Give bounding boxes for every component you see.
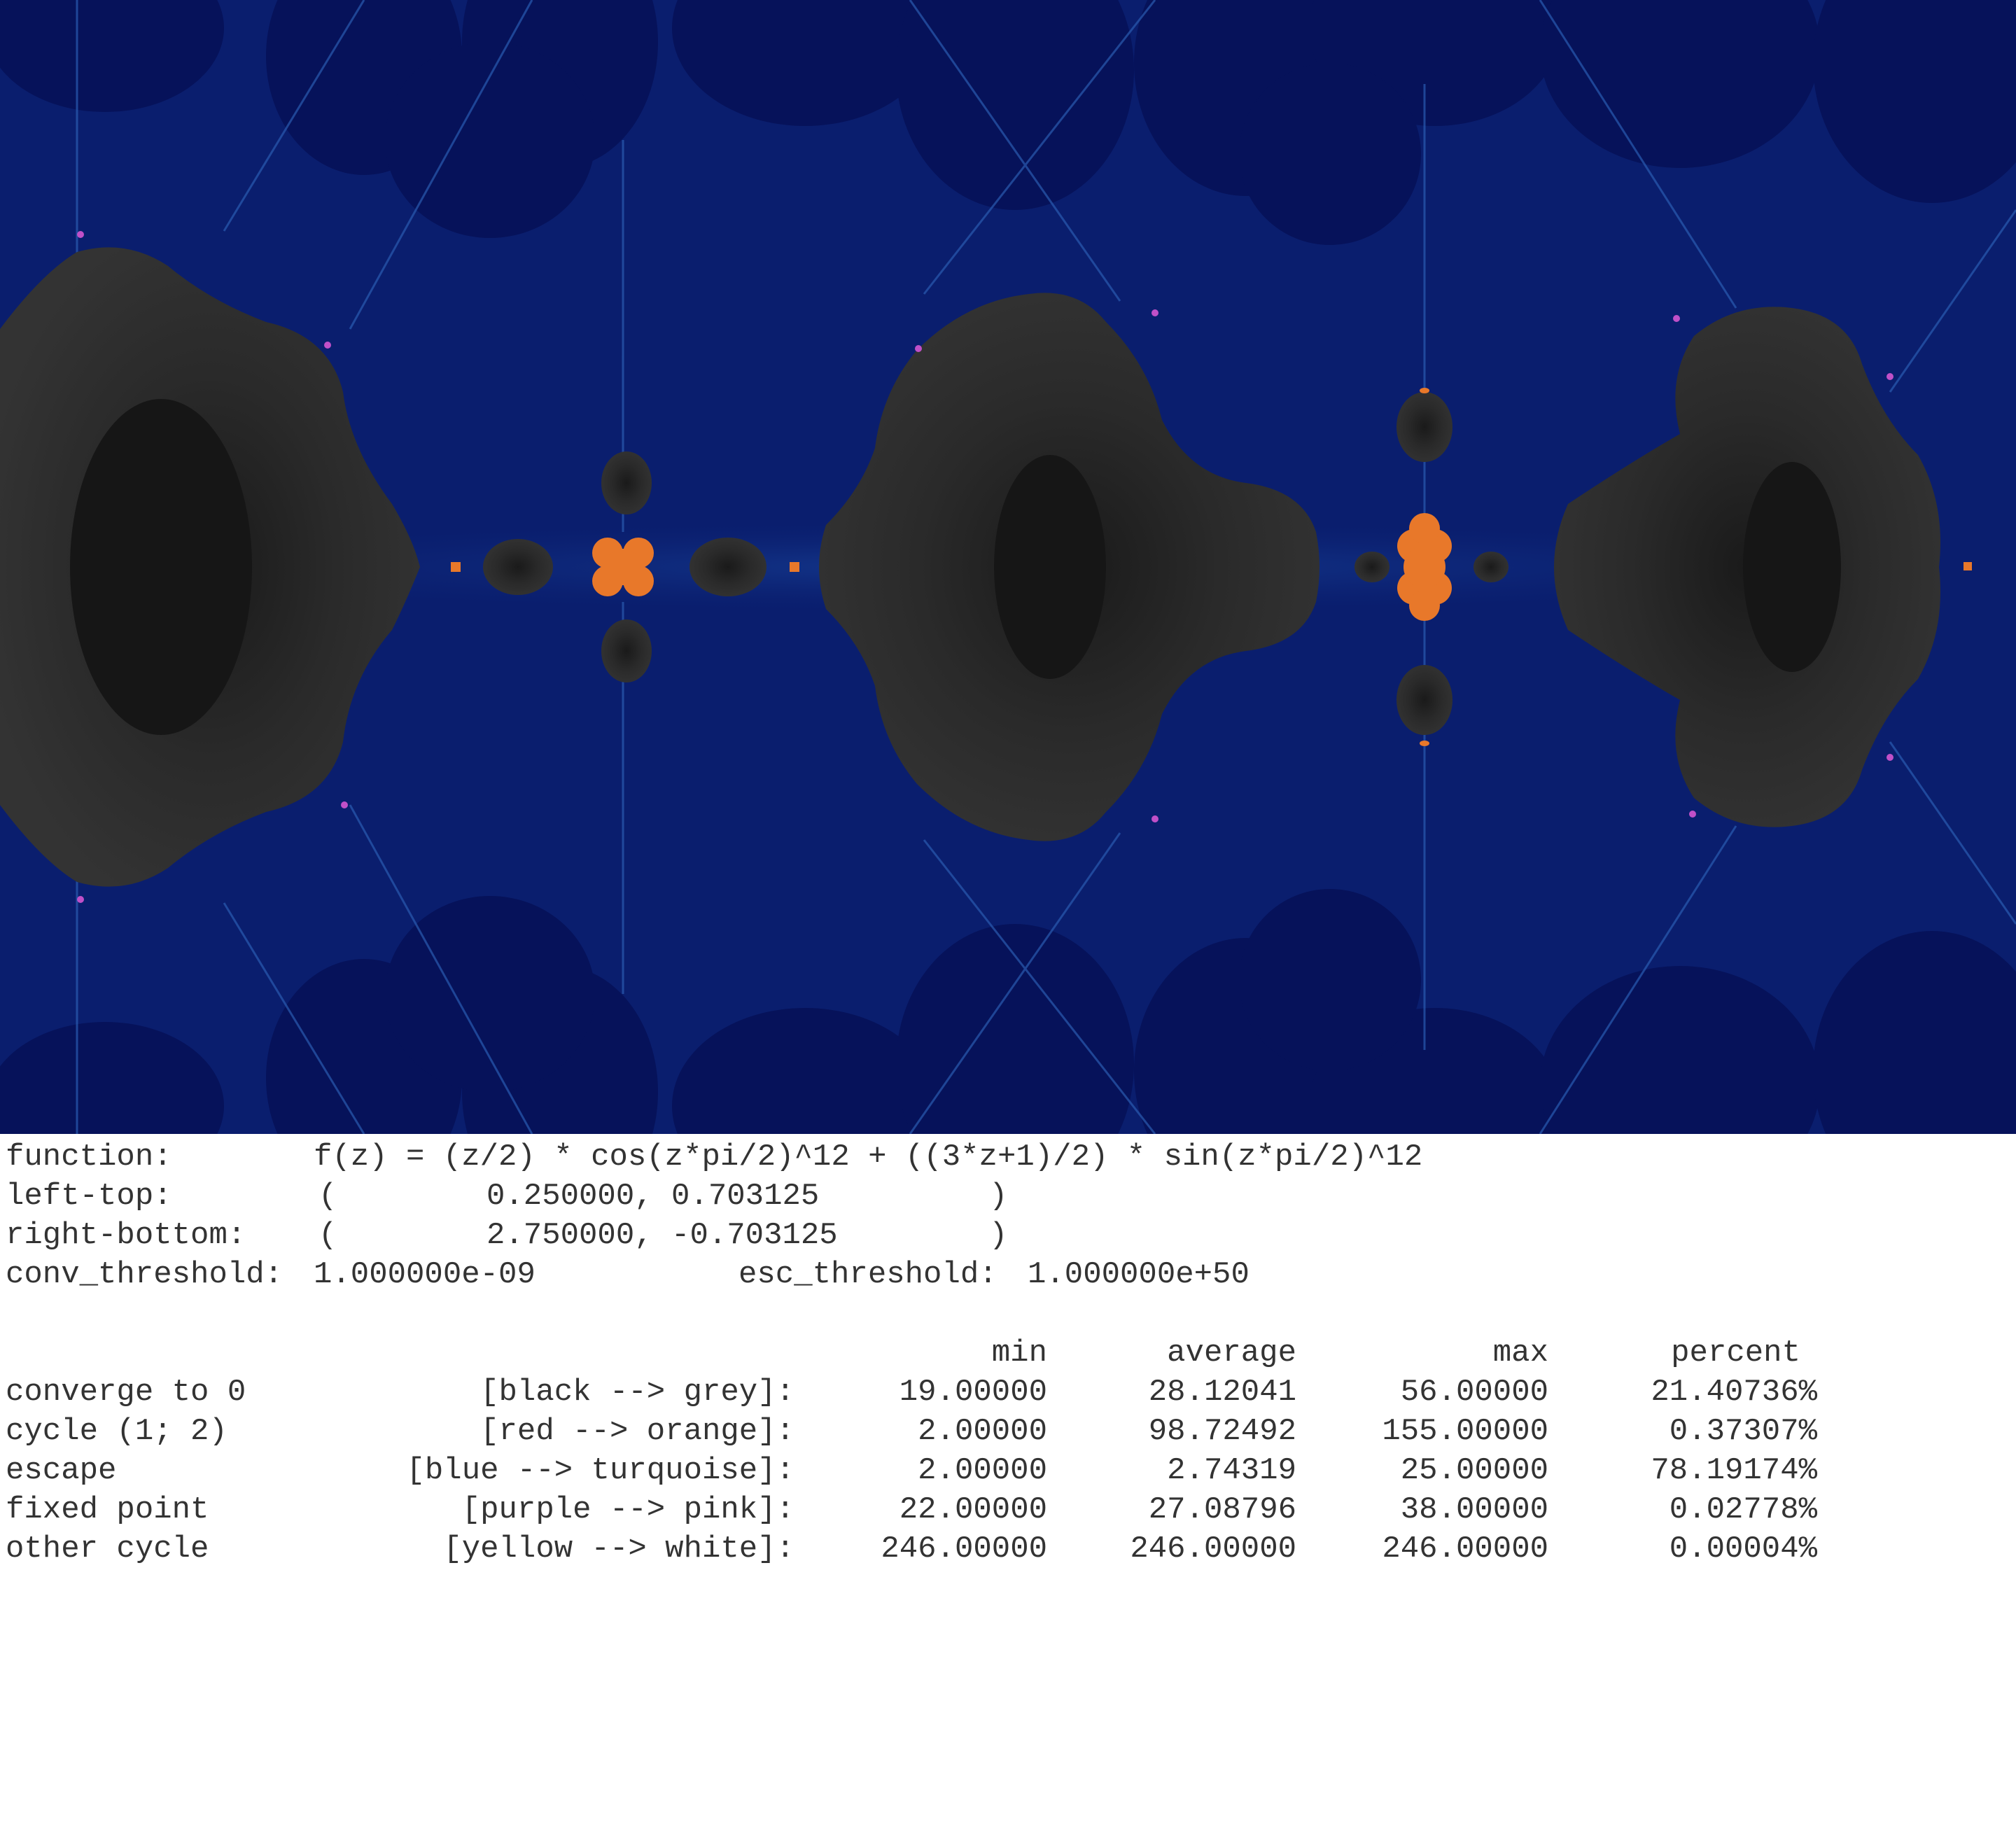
- stats-row-colors: [purple --> pink]:: [461, 1492, 794, 1527]
- stats-row-average: 27.08796: [1148, 1492, 1296, 1527]
- stats-row-percent: 0.37307%: [1669, 1414, 1817, 1449]
- header-max: max: [1492, 1336, 1548, 1371]
- mini-basin-3: [601, 451, 652, 514]
- escape-bands-bottom: [0, 889, 2016, 1134]
- stats-row-colors: [blue --> turquoise]:: [406, 1453, 795, 1488]
- stats-row-colors: [red --> orange]:: [480, 1414, 794, 1449]
- stats-row-colors: [black --> grey]:: [480, 1375, 794, 1410]
- stats-row-average: 2.74319: [1167, 1453, 1296, 1488]
- left-top-row: left-top: ( 0.250000, 0.703125 ): [0, 1177, 2016, 1216]
- left-top-close: ): [989, 1179, 1008, 1214]
- stats-row-percent: 0.02778%: [1669, 1492, 1817, 1527]
- stats-row-max: 25.00000: [1400, 1453, 1548, 1488]
- stats-row-percent: 78.19174%: [1651, 1453, 1817, 1488]
- mini-basin-7: [1354, 552, 1390, 582]
- stats-row-max: 38.00000: [1400, 1492, 1548, 1527]
- mini-basin-4: [601, 619, 652, 682]
- stats-row: converge to 0 [black --> grey]: 19.00000…: [0, 1373, 2016, 1412]
- stats-row-min: 2.00000: [918, 1414, 1047, 1449]
- escape-bands-top: [0, 0, 2016, 245]
- info-panel: function: f(z) = (z/2) * cos(z*pi/2)^12 …: [0, 1134, 2016, 1611]
- conv-threshold-label: conv_threshold:: [6, 1257, 284, 1292]
- function-row: function: f(z) = (z/2) * cos(z*pi/2)^12 …: [0, 1137, 2016, 1177]
- stats-row: cycle (1; 2) [red --> orange]: 2.00000 9…: [0, 1412, 2016, 1451]
- stats-row-max: 246.00000: [1382, 1532, 1548, 1567]
- esc-threshold-label: esc_threshold:: [738, 1257, 997, 1292]
- right-bottom-label: right-bottom:: [6, 1218, 246, 1253]
- stats-row-name: fixed point: [6, 1492, 209, 1527]
- stats-row-name: other cycle: [6, 1532, 209, 1567]
- mini-basin-1: [483, 539, 553, 595]
- threshold-row: conv_threshold: 1.000000e-09 esc_thresho…: [0, 1255, 2016, 1294]
- mini-basin-8: [1474, 552, 1508, 582]
- stats-row-name: converge to 0: [6, 1375, 246, 1410]
- stats-row-name: cycle (1; 2): [6, 1414, 227, 1449]
- stats-row: escape [blue --> turquoise]: 2.00000 2.7…: [0, 1451, 2016, 1490]
- stats-row-percent: 21.40736%: [1651, 1375, 1817, 1410]
- stats-row-max: 56.00000: [1400, 1375, 1548, 1410]
- mini-basin-2: [690, 538, 766, 596]
- right-bottom-row: right-bottom: ( 2.750000, -0.703125 ): [0, 1216, 2016, 1255]
- stats-row-min: 22.00000: [899, 1492, 1047, 1527]
- function-value: f(z) = (z/2) * cos(z*pi/2)^12 + ((3*z+1)…: [314, 1140, 1423, 1175]
- stats-row-max: 155.00000: [1382, 1414, 1548, 1449]
- conv-threshold-value: 1.000000e-09: [314, 1257, 536, 1292]
- fixed-point-dots: [77, 231, 1893, 903]
- stats-row-min: 2.00000: [918, 1453, 1047, 1488]
- stats-row-average: 246.00000: [1130, 1532, 1296, 1567]
- stats-row-percent: 0.00004%: [1669, 1532, 1817, 1567]
- stats-row-min: 19.00000: [899, 1375, 1047, 1410]
- left-top-value: 0.250000, 0.703125: [486, 1179, 820, 1214]
- stats-row-name: escape: [6, 1453, 117, 1488]
- left-top-label: left-top:: [6, 1179, 172, 1214]
- header-average: average: [1167, 1336, 1296, 1371]
- stats-row-average: 28.12041: [1148, 1375, 1296, 1410]
- function-label: function:: [6, 1140, 172, 1175]
- stats-header-row: min average max percent: [0, 1333, 2016, 1373]
- stats-row: other cycle [yellow --> white]: 246.0000…: [0, 1529, 2016, 1569]
- right-bottom-open: (: [318, 1218, 337, 1253]
- header-min: min: [991, 1336, 1047, 1371]
- stats-row-average: 98.72492: [1148, 1414, 1296, 1449]
- header-percent: percent: [1671, 1336, 1800, 1371]
- stats-row: fixed point [purple --> pink]: 22.00000 …: [0, 1490, 2016, 1529]
- mini-basin-5: [1396, 392, 1452, 462]
- fractal-image: [0, 0, 2016, 1134]
- mini-basin-6: [1396, 665, 1452, 735]
- right-bottom-close: ): [989, 1218, 1008, 1253]
- left-top-open: (: [318, 1179, 337, 1214]
- stats-row-min: 246.00000: [881, 1532, 1047, 1567]
- esc-threshold-value: 1.000000e+50: [1028, 1257, 1250, 1292]
- right-bottom-value: 2.750000, -0.703125: [486, 1218, 838, 1253]
- basin-cores: [70, 399, 1841, 735]
- stats-row-colors: [yellow --> white]:: [443, 1532, 794, 1567]
- cycle-regions: [451, 388, 1972, 746]
